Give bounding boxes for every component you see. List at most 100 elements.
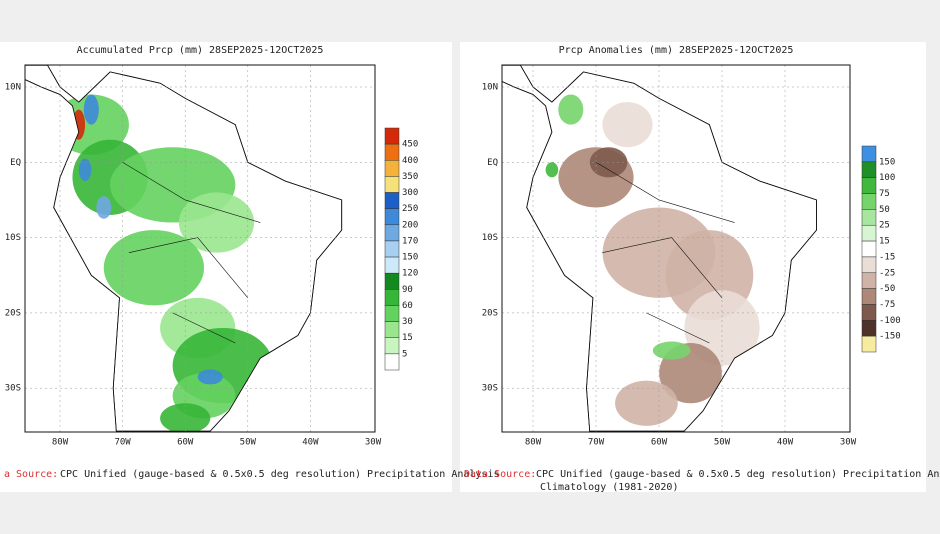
legend-label: 120 [402,269,418,279]
border [128,237,198,253]
legend-label: -50 [879,284,895,294]
map [502,65,850,432]
source-text: CPC Unified (gauge-based & 0.5x0.5 deg r… [60,469,500,480]
precip-area [197,369,223,385]
coastline [502,65,817,432]
map-frame [24,64,376,433]
legend-swatch [384,143,400,161]
legend-label: 60 [402,301,413,311]
lat-label: 10S [5,233,21,243]
legend-label: 15 [402,333,413,343]
map-title: Prcp Anomalies (mm) 28SEP2025-12OCT2025 [559,45,794,56]
map [25,65,375,432]
legend-swatch [384,224,400,242]
legend-swatch [384,127,400,145]
source-label: a Source: [4,469,58,480]
legend-label: -75 [879,300,895,310]
source-text: CPC Unified (gauge-based & 0.5x0.5 deg r… [536,469,940,480]
legend-swatch [384,240,400,258]
legend-label: 250 [402,204,418,214]
lat-label: 10N [5,83,21,93]
legend-swatch [384,192,400,209]
precip-area [558,94,584,125]
lat-label: 10N [482,83,498,93]
lon-label: 80W [525,438,542,448]
legend-swatch [384,160,400,177]
map-title: Accumulated Prcp (mm) 28SEP2025-12OCT202… [77,45,324,56]
precip-area [652,341,691,360]
legend-label: -15 [879,252,895,262]
legend-label: -150 [879,332,901,342]
legend-label: 450 [402,140,418,150]
legend-label: -100 [879,316,901,326]
legend-swatch [861,193,877,210]
legend-swatch [861,288,877,305]
lon-label: 70W [114,438,131,448]
legend-swatch [861,224,877,242]
legend-swatch [861,304,877,321]
source-label: Data Source: [464,469,536,480]
lon-label: 70W [588,438,605,448]
legend-swatch [861,161,877,178]
lon-label: 30W [365,438,382,448]
border [185,199,261,223]
border [658,199,735,223]
precip-area [545,162,559,178]
lat-label: EQ [487,158,498,168]
legend-swatch [861,240,877,258]
legend-label: 15 [879,237,890,247]
legend-label: 400 [402,156,418,166]
lat-label: 30S [5,384,21,394]
precip-area [78,158,92,182]
lon-label: 50W [714,438,731,448]
legend-swatch [384,353,400,371]
border [602,237,672,253]
map-frame [501,64,851,433]
lat-label: 20S [5,308,21,318]
lat-label: EQ [10,158,21,168]
legend-label: 50 [879,205,890,215]
border [122,162,186,201]
legend-swatch [861,272,877,289]
border [197,237,249,299]
border [595,162,660,201]
legend-swatch [861,209,877,226]
lat-label: 30S [482,384,498,394]
border [671,237,723,299]
legend-label: 300 [402,188,418,198]
legend-swatch [384,208,400,226]
legend-swatch [384,256,400,274]
lon-label: 60W [651,438,668,448]
legend-label: 200 [402,220,418,230]
precip-area [160,403,211,432]
precip-area [615,380,678,426]
precip-area [96,196,112,219]
lon-label: 60W [177,438,194,448]
lon-label: 30W [840,438,857,448]
legend-swatch [861,256,877,274]
legend-label: 350 [402,172,418,182]
legend-label: -25 [879,268,895,278]
precip-area [602,102,653,148]
lat-label: 20S [482,308,498,318]
legend-swatch [861,145,877,163]
legend-swatch [384,289,400,306]
legend-swatch [384,337,400,355]
legend-label: 150 [402,253,418,263]
legend-swatch [384,321,400,338]
legend-swatch [861,335,877,353]
legend-label: 75 [879,189,890,199]
legend-swatch [861,320,877,337]
lat-label: 10S [482,233,498,243]
precip-area [103,230,205,306]
legend-label: 30 [402,317,413,327]
border [172,312,236,344]
legend-swatch [861,177,877,194]
lon-label: 50W [240,438,257,448]
precip-area [83,94,99,125]
legend-swatch [384,272,400,290]
field [545,94,760,426]
lon-label: 40W [302,438,319,448]
